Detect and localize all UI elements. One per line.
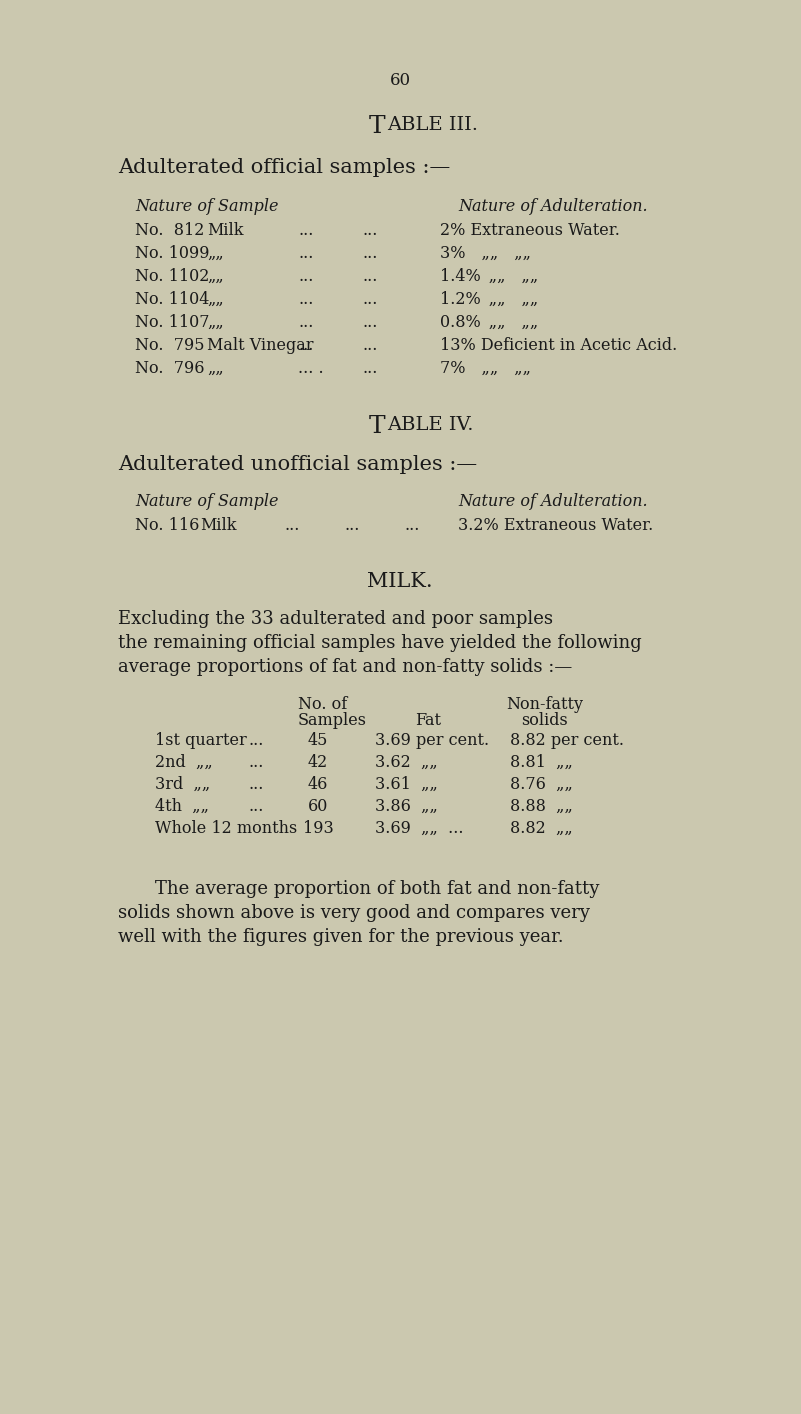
Text: ...: ... (362, 361, 377, 378)
Text: No.  812: No. 812 (135, 222, 204, 239)
Text: Nature of Adulteration.: Nature of Adulteration. (458, 493, 648, 510)
Text: „„: „„ (207, 245, 223, 262)
Text: 8.88  „„: 8.88 „„ (510, 797, 573, 814)
Text: Whole 12 months: Whole 12 months (155, 820, 297, 837)
Text: 2% Extraneous Water.: 2% Extraneous Water. (440, 222, 620, 239)
Text: 3.62  „„: 3.62 „„ (375, 754, 438, 771)
Text: ...: ... (298, 222, 313, 239)
Text: „„: „„ (207, 361, 223, 378)
Text: MILK.: MILK. (367, 573, 433, 591)
Text: the remaining official samples have yielded the following: the remaining official samples have yiel… (118, 633, 642, 652)
Text: Nature of Adulteration.: Nature of Adulteration. (458, 198, 648, 215)
Text: 8.81  „„: 8.81 „„ (510, 754, 573, 771)
Text: Non-fatty: Non-fatty (506, 696, 583, 713)
Text: ...: ... (298, 337, 313, 354)
Text: 8.76  „„: 8.76 „„ (510, 776, 573, 793)
Text: T: T (368, 414, 385, 438)
Text: No. of: No. of (298, 696, 348, 713)
Text: Nature of Sample: Nature of Sample (135, 493, 279, 510)
Text: „„: „„ (207, 314, 223, 331)
Text: 1.4% „„ „„: 1.4% „„ „„ (440, 269, 538, 286)
Text: 4th  „„: 4th „„ (155, 797, 209, 814)
Text: 3.61  „„: 3.61 „„ (375, 776, 438, 793)
Text: No. 1104: No. 1104 (135, 291, 209, 308)
Text: No.  796: No. 796 (135, 361, 204, 378)
Text: solids shown above is very good and compares very: solids shown above is very good and comp… (118, 904, 590, 922)
Text: 193: 193 (303, 820, 333, 837)
Text: ...: ... (285, 518, 300, 534)
Text: ...: ... (298, 291, 313, 308)
Text: „„: „„ (207, 269, 223, 286)
Text: 7% „„ „„: 7% „„ „„ (440, 361, 531, 378)
Text: well with the figures given for the previous year.: well with the figures given for the prev… (118, 928, 564, 946)
Text: No. 1107: No. 1107 (135, 314, 210, 331)
Text: ...: ... (362, 222, 377, 239)
Text: 8.82 per cent.: 8.82 per cent. (510, 732, 624, 749)
Text: ...: ... (248, 776, 264, 793)
Text: ...: ... (248, 732, 264, 749)
Text: ...: ... (298, 269, 313, 286)
Text: 3.86  „„: 3.86 „„ (375, 797, 438, 814)
Text: 1st quarter: 1st quarter (155, 732, 247, 749)
Text: 1.2% „„ „„: 1.2% „„ „„ (440, 291, 538, 308)
Text: Milk: Milk (200, 518, 236, 534)
Text: ...: ... (362, 269, 377, 286)
Text: 0.8% „„ „„: 0.8% „„ „„ (440, 314, 538, 331)
Text: average proportions of fat and non-fatty solids :—: average proportions of fat and non-fatty… (118, 658, 572, 676)
Text: 3.2% Extraneous Water.: 3.2% Extraneous Water. (458, 518, 654, 534)
Text: ...: ... (405, 518, 421, 534)
Text: ... .: ... . (298, 361, 324, 378)
Text: The average proportion of both fat and non-fatty: The average proportion of both fat and n… (155, 880, 599, 898)
Text: Milk: Milk (207, 222, 244, 239)
Text: ...: ... (362, 245, 377, 262)
Text: 3rd  „„: 3rd „„ (155, 776, 210, 793)
Text: ...: ... (248, 797, 264, 814)
Text: solids: solids (521, 713, 569, 730)
Text: 2nd  „„: 2nd „„ (155, 754, 213, 771)
Text: Samples: Samples (298, 713, 367, 730)
Text: No. 1099: No. 1099 (135, 245, 210, 262)
Text: Fat: Fat (415, 713, 441, 730)
Text: No. 1102: No. 1102 (135, 269, 209, 286)
Text: ...: ... (298, 245, 313, 262)
Text: ABLE III.: ABLE III. (387, 116, 478, 134)
Text: No. 116: No. 116 (135, 518, 199, 534)
Text: Excluding the 33 adulterated and poor samples: Excluding the 33 adulterated and poor sa… (118, 609, 553, 628)
Text: „„: „„ (207, 291, 223, 308)
Text: 46: 46 (308, 776, 328, 793)
Text: 3.69 per cent.: 3.69 per cent. (375, 732, 489, 749)
Text: Adulterated official samples :—: Adulterated official samples :— (118, 158, 450, 177)
Text: ...: ... (298, 314, 313, 331)
Text: 45: 45 (308, 732, 328, 749)
Text: 13% Deficient in Acetic Acid.: 13% Deficient in Acetic Acid. (440, 337, 678, 354)
Text: 60: 60 (308, 797, 328, 814)
Text: ...: ... (248, 754, 264, 771)
Text: Nature of Sample: Nature of Sample (135, 198, 279, 215)
Text: 3.69  „„  ...: 3.69 „„ ... (375, 820, 464, 837)
Text: ...: ... (362, 291, 377, 308)
Text: 60: 60 (389, 72, 411, 89)
Text: ...: ... (362, 337, 377, 354)
Text: Malt Vinegar: Malt Vinegar (207, 337, 313, 354)
Text: No.  795: No. 795 (135, 337, 204, 354)
Text: 42: 42 (308, 754, 328, 771)
Text: ABLE IV.: ABLE IV. (387, 416, 473, 434)
Text: ...: ... (362, 314, 377, 331)
Text: 8.82  „„: 8.82 „„ (510, 820, 573, 837)
Text: ...: ... (345, 518, 360, 534)
Text: 3% „„ „„: 3% „„ „„ (440, 245, 531, 262)
Text: Adulterated unofficial samples :—: Adulterated unofficial samples :— (118, 455, 477, 474)
Text: T: T (368, 115, 385, 139)
